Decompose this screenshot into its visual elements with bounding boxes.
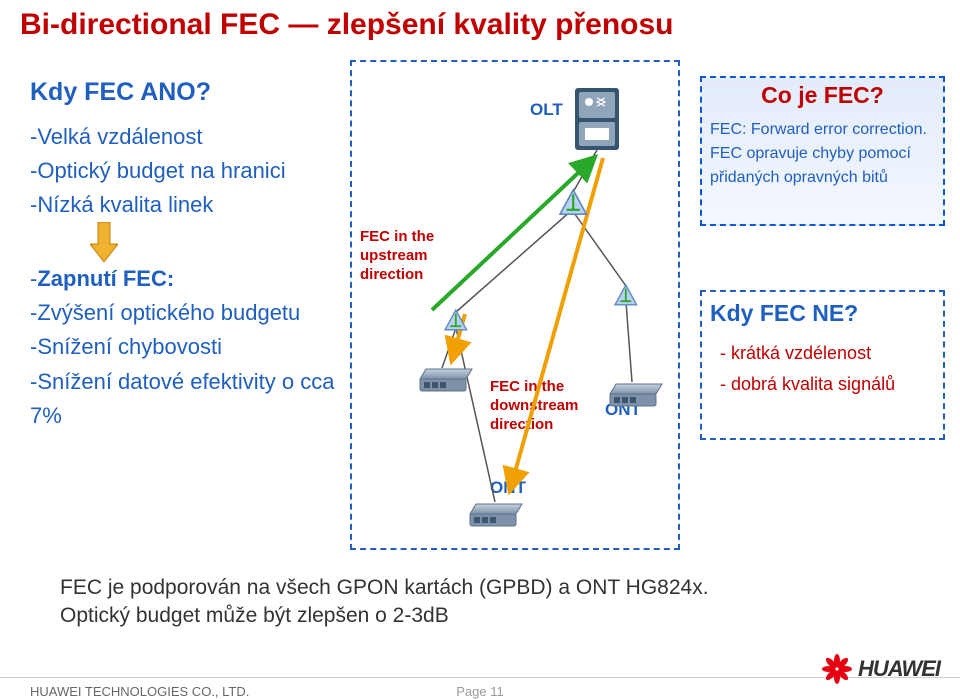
li-nizka: -Nízká kvalita linek bbox=[30, 188, 340, 222]
huawei-brand-text: HUAWEI bbox=[858, 656, 940, 682]
li-kratka: - krátká vzdélenost bbox=[720, 338, 940, 369]
page-title: Bi-directional FEC — zlepšení kvality př… bbox=[20, 8, 673, 42]
footer-company: HUAWEI TECHNOLOGIES CO., LTD. bbox=[30, 684, 249, 699]
li-zvyseni: -Zvýšení optického budgetu bbox=[30, 296, 340, 330]
heading-kdy-fec-ne: Kdy FEC NE? bbox=[710, 300, 858, 327]
heading-co-je-fec: Co je FEC? bbox=[700, 82, 945, 109]
li-snizeni-dat: -Snížení datové efektivity o cca 7% bbox=[30, 365, 340, 433]
li-budget: -Optický budget na hranici bbox=[30, 154, 340, 188]
olt-device-icon bbox=[575, 88, 619, 150]
bottom-note: FEC je podporován na všech GPON kartách … bbox=[60, 574, 709, 631]
li-velka: -Velká vzdálenost bbox=[30, 120, 340, 154]
subtitle-kdy-fec-ano: Kdy FEC ANO? bbox=[30, 78, 211, 107]
li-snizeni-chyb: -Snížení chybovosti bbox=[30, 330, 340, 364]
network-diagram bbox=[350, 60, 680, 550]
li-zapnuti: -Zapnutí FEC: bbox=[30, 262, 340, 296]
text-fec-desc: FEC: Forward error correction. FEC oprav… bbox=[710, 118, 935, 190]
bottom-line1: FEC je podporován na všech GPON kartách … bbox=[60, 574, 709, 602]
list-kdy-fec-ne: - krátká vzdélenost - dobrá kvalita sign… bbox=[720, 338, 940, 399]
arrow-down-icon bbox=[90, 222, 118, 262]
left-column: -Velká vzdálenost -Optický budget na hra… bbox=[30, 120, 340, 433]
bottom-line2: Optický budget může být zlepšen o 2-3dB bbox=[60, 602, 709, 630]
li-dobra: - dobrá kvalita signálů bbox=[720, 369, 940, 400]
footer-page: Page 11 bbox=[456, 684, 503, 699]
huawei-petals-icon bbox=[822, 654, 852, 684]
footer: HUAWEI TECHNOLOGIES CO., LTD. Page 11 HU… bbox=[0, 677, 960, 684]
huawei-logo: HUAWEI bbox=[822, 654, 940, 684]
